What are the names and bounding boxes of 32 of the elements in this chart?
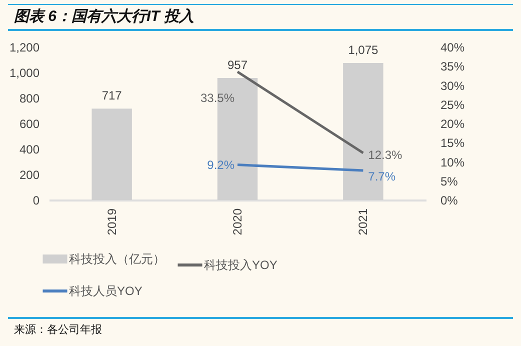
x-tick-label: 2020 <box>230 208 244 236</box>
y-tick-label: 0 <box>32 194 40 208</box>
y2-tick-label: 30% <box>440 78 465 93</box>
y2-tick-label: 5% <box>440 174 458 188</box>
source-note: 来源：各公司年报 <box>8 317 513 340</box>
y2-tick-label: 35% <box>440 60 465 74</box>
data-label: 9.2% <box>207 158 235 172</box>
y2-tick-label: 10% <box>440 155 465 170</box>
y2-tick-label: 0% <box>440 194 458 208</box>
legend-label: 科技投入YOY <box>204 258 278 272</box>
y2-tick-label: 40% <box>440 40 465 54</box>
data-label: 33.5% <box>200 90 235 105</box>
bar <box>92 108 132 200</box>
y-tick-label: 400 <box>19 142 40 156</box>
y2-tick-label: 20% <box>440 117 465 131</box>
y-tick-label: 1,000 <box>9 66 40 80</box>
data-label: 717 <box>102 88 122 103</box>
y2-tick-label: 15% <box>440 136 465 150</box>
x-tick-label: 2019 <box>104 208 119 236</box>
y-tick-label: 1,200 <box>9 40 40 54</box>
x-tick-label: 2021 <box>356 208 370 236</box>
y-tick-label: 200 <box>19 168 40 182</box>
legend-label: 科技投入（亿元） <box>69 252 165 266</box>
data-label: 12.3% <box>368 148 403 162</box>
data-label: 7.7% <box>368 170 396 184</box>
data-label: 1,075 <box>348 42 379 57</box>
chart-title: 图表 6：国有六大行IT 投入 <box>8 4 513 31</box>
data-label: 957 <box>227 58 248 72</box>
y-tick-label: 800 <box>19 92 40 106</box>
y2-tick-label: 25% <box>440 98 465 112</box>
legend-label: 科技人员YOY <box>69 284 142 298</box>
y-tick-label: 600 <box>19 117 40 131</box>
